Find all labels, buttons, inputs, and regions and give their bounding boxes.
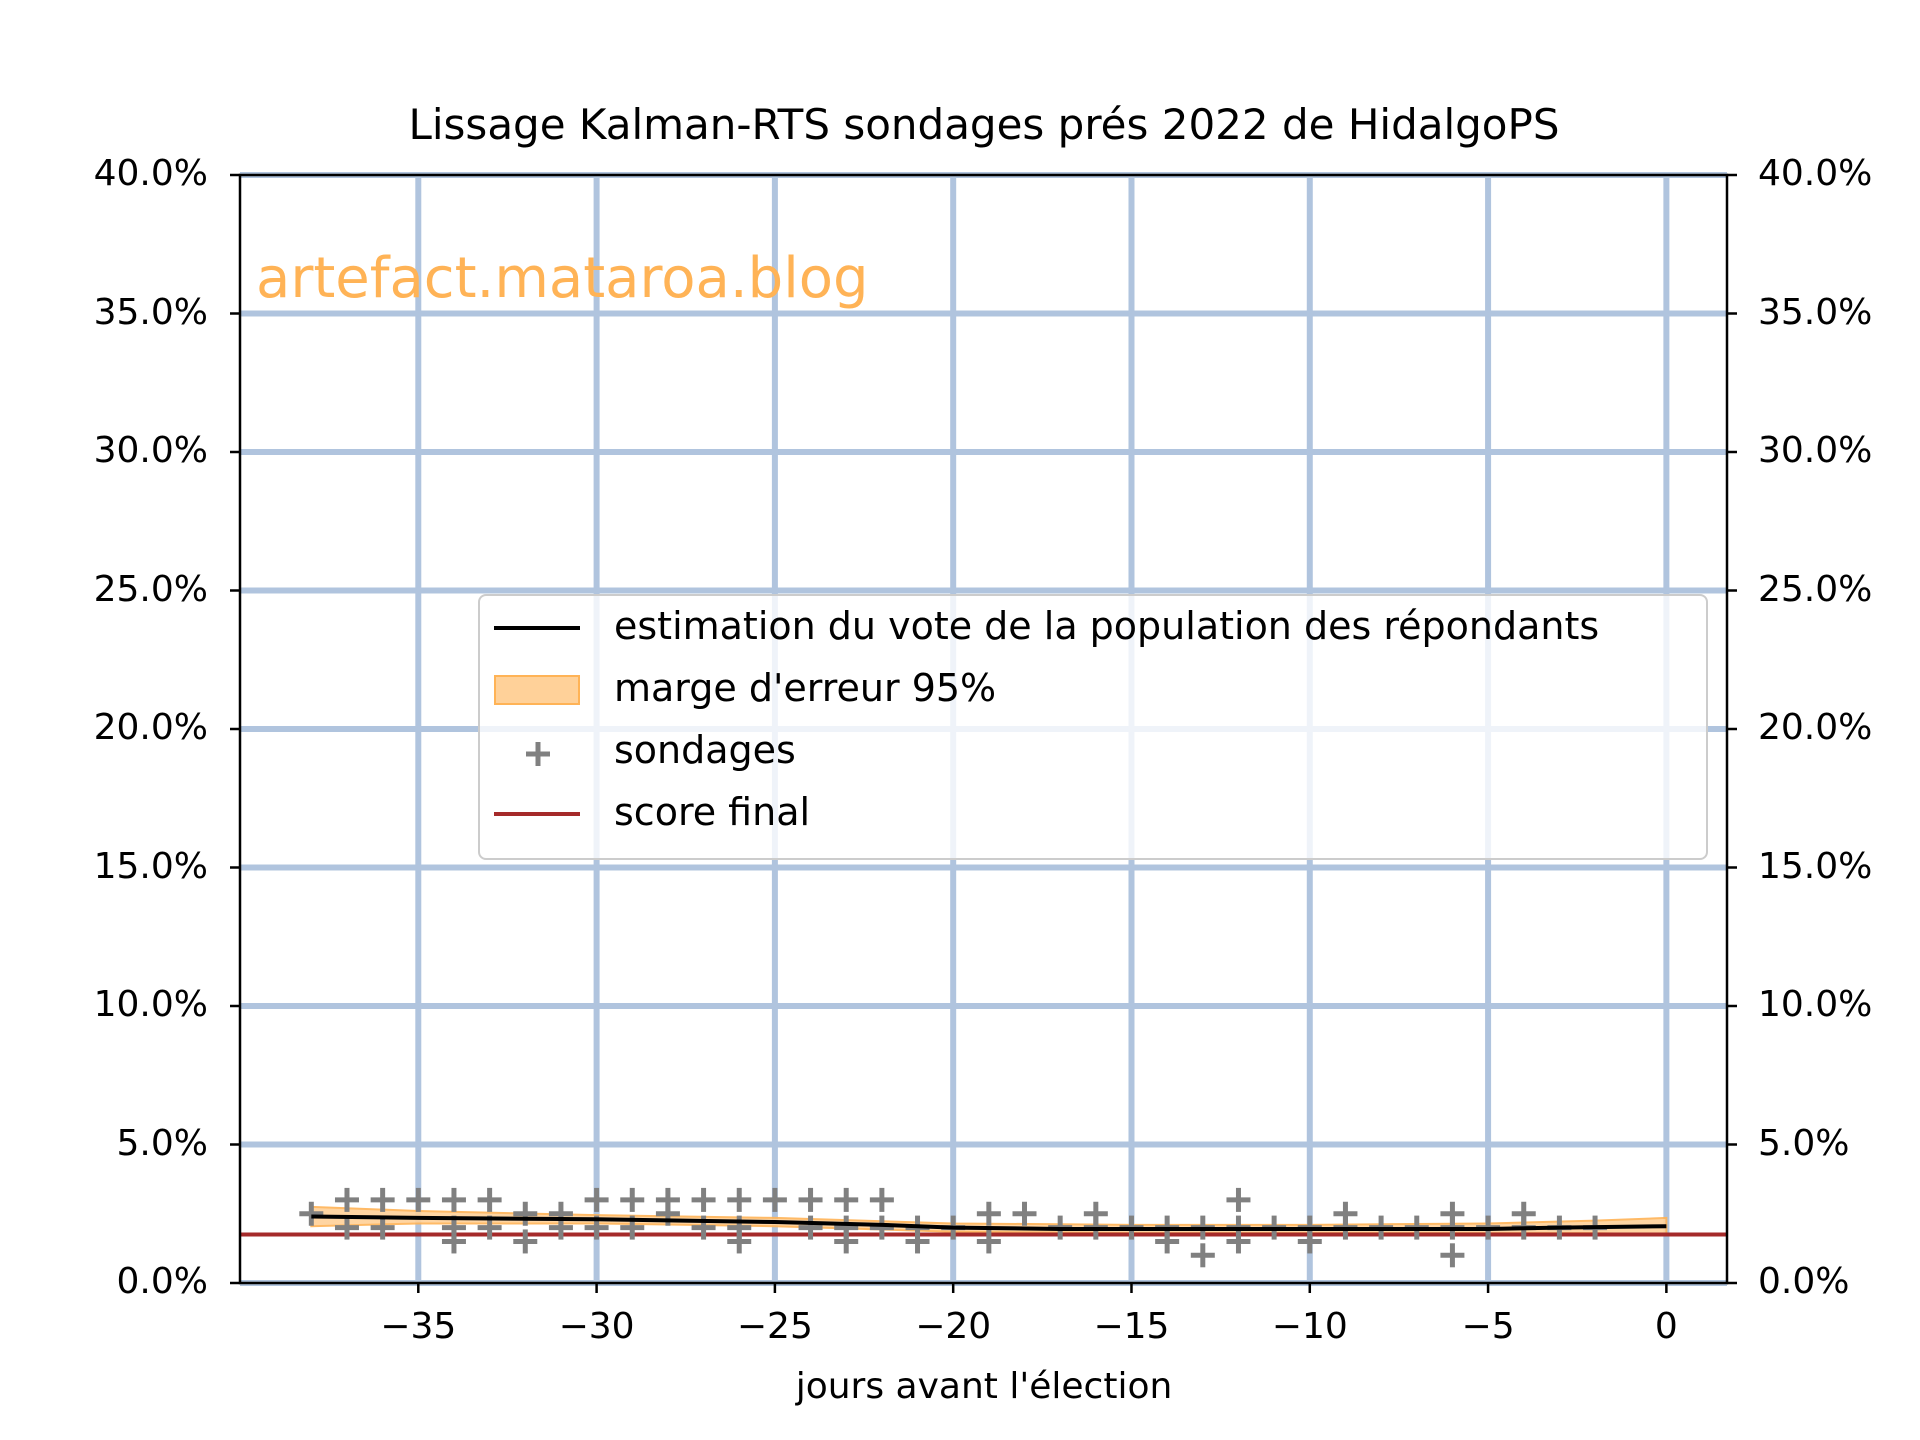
x-tick-label: −35 [380,1306,457,1347]
watermark: artefact.mataroa.blog [256,246,869,311]
y-tick-label-left: 10.0% [93,984,208,1025]
legend-item-final-score: score final [480,786,1706,842]
y-tick-label-left: 40.0% [93,153,208,194]
x-tick-label: −10 [1271,1306,1348,1347]
legend-item-estimate: estimation du vote de la population des … [480,600,1706,656]
x-tick-label: −20 [915,1306,992,1347]
x-axis-label: jours avant l'élection [795,1366,1173,1407]
x-tick-label: −5 [1461,1306,1515,1347]
x-tick-label: −15 [1093,1306,1170,1347]
y-tick-label-left: 30.0% [93,430,208,471]
x-tick-label: 0 [1654,1306,1678,1347]
y-tick-label-left: 20.0% [93,707,208,748]
chart-title: Lissage Kalman-RTS sondages prés 2022 de… [408,100,1560,149]
red-line-icon [494,812,580,816]
axis-ticks [230,173,1737,1293]
y-tick-label-left: 15.0% [93,845,208,887]
y-tick-label-left: 0.0% [116,1261,208,1302]
y-tick-label-right: 35.0% [1758,291,1873,333]
x-tick-label: −25 [736,1306,813,1347]
legend-item-polls: sondages [480,724,1706,780]
estimate-line [311,1214,1667,1231]
y-tick-label-right: 5.0% [1758,1122,1850,1164]
x-tick-label: −30 [558,1306,635,1347]
y-tick-label-left: 25.0% [93,568,208,610]
black-line-icon [494,626,580,630]
y-tick-label-left: 5.0% [116,1122,208,1164]
legend-label: score final [614,790,811,834]
y-tick-label-right: 0.0% [1758,1261,1850,1302]
y-tick-label-left: 35.0% [93,291,208,333]
legend: estimation du vote de la population des … [478,594,1708,860]
y-tick-label-right: 15.0% [1758,845,1873,887]
legend-label: sondages [614,728,796,772]
legend-item-error-band: marge d'erreur 95% [480,662,1706,718]
y-tick-label-right: 20.0% [1758,707,1873,748]
y-tick-label-right: 25.0% [1758,568,1873,610]
y-tick-label-right: 30.0% [1758,430,1873,471]
y-tick-label-right: 40.0% [1758,153,1873,194]
legend-label: estimation du vote de la population des … [614,604,1600,648]
y-tick-label-right: 10.0% [1758,984,1873,1025]
orange-band-icon [494,675,580,705]
legend-label: marge d'erreur 95% [614,666,997,710]
plus-marker-icon [526,742,550,766]
